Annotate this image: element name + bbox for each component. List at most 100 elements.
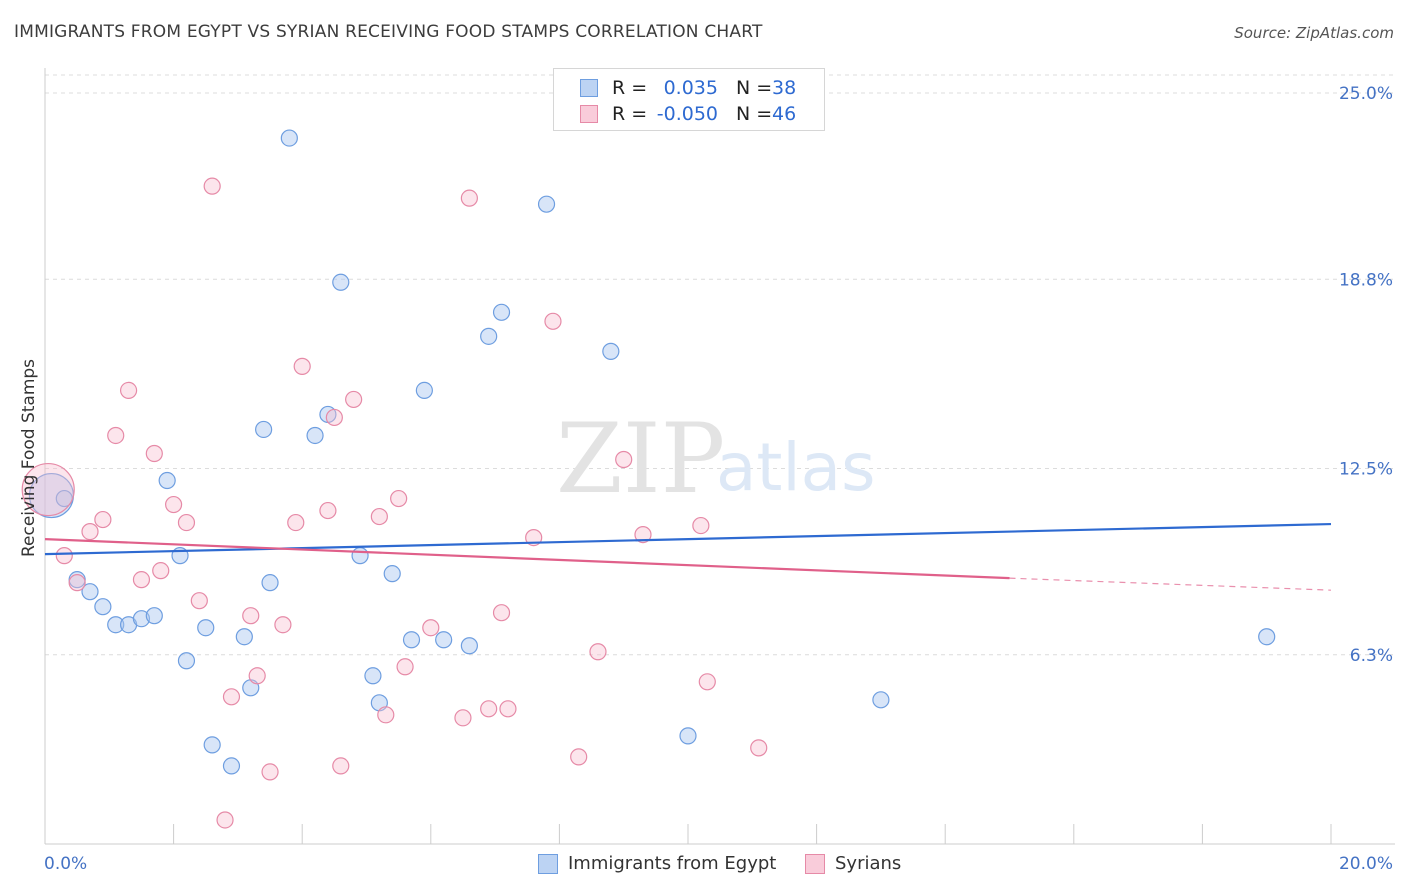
- syrian-point: [152, 562, 170, 580]
- egypt-point: [351, 547, 369, 565]
- egypt-point: [435, 631, 453, 649]
- syrian-point: [222, 688, 241, 706]
- syrian-point: [544, 312, 562, 330]
- syrian-point: [177, 513, 196, 532]
- syrian-point: [377, 706, 395, 724]
- legend-n-value: 46: [772, 103, 797, 125]
- syrian-point: [21, 462, 75, 517]
- watermark-atlas: atlas: [716, 429, 876, 506]
- syrian-point: [589, 643, 607, 661]
- legend-n-label: N =: [736, 77, 773, 99]
- egypt-trend-line: [44, 522, 1332, 556]
- syrian-point: [570, 748, 588, 766]
- syrian-point: [345, 390, 363, 409]
- egypt-point: [203, 736, 221, 754]
- egypt-point: [537, 195, 556, 213]
- syrian-point: [145, 444, 163, 463]
- syrian-point: [319, 501, 337, 520]
- legend-swatch-syrians: [805, 854, 825, 874]
- tick-labels: 6.3% 12.5% 18.8% 25.0% 0.0% 20.0%: [44, 84, 1393, 874]
- legend-n-label: N =: [736, 103, 773, 125]
- legend-r-label: R =: [612, 77, 648, 99]
- x-tick-label: 20.0%: [1339, 854, 1393, 874]
- legend-swatch-syrians: [580, 105, 598, 123]
- egypt-point: [177, 652, 196, 670]
- syrian-point: [68, 574, 86, 592]
- syrian-point: [248, 667, 266, 685]
- syrian-point: [325, 408, 343, 427]
- egypt-point: [280, 129, 298, 147]
- syrian-point: [119, 381, 138, 400]
- syrian-point: [94, 510, 112, 529]
- legend-r-label: R =: [612, 103, 648, 125]
- egypt-point: [402, 631, 421, 649]
- syrian-point: [332, 757, 350, 775]
- syrian-point: [634, 525, 652, 544]
- egypt-point: [145, 607, 163, 625]
- egypt-point: [364, 667, 382, 685]
- egypt-point: [158, 471, 176, 490]
- syrian-point: [615, 450, 633, 469]
- legend-label-syrians: Syrians: [835, 853, 902, 874]
- syrian-point: [203, 177, 221, 195]
- syrian-point: [81, 522, 99, 541]
- watermark: ZIP atlas: [556, 403, 876, 515]
- y-axis-label: Receiving Food Stamps: [19, 359, 39, 557]
- syrian-point: [287, 513, 305, 532]
- syrian-point: [480, 700, 498, 718]
- axes: [44, 68, 1395, 845]
- egypt-point: [255, 420, 273, 439]
- egypt-point: [94, 598, 112, 616]
- trend-lines: [44, 522, 1332, 591]
- correlation-legend: R = 0.035 N = 38 R = -0.050 N = 46: [553, 68, 825, 131]
- syrian-point: [165, 495, 183, 514]
- syrian-point: [55, 547, 73, 565]
- syrian-point: [692, 516, 710, 535]
- chart-title: IMMIGRANTS FROM EGYPT VS SYRIAN RECEIVIN…: [14, 22, 763, 42]
- egypt-point: [107, 616, 125, 634]
- y-tick-label: 12.5%: [1339, 460, 1393, 480]
- syrian-point: [293, 357, 311, 375]
- egypt-point: [492, 303, 511, 321]
- egypt-point: [332, 273, 350, 291]
- egypt-point: [81, 583, 99, 601]
- syrian-point: [492, 604, 511, 622]
- syrian-point: [370, 507, 388, 526]
- syrian-point: [242, 607, 260, 625]
- y-tick-label: 6.3%: [1350, 646, 1393, 666]
- egypt-point: [222, 757, 241, 775]
- egypt-point: [602, 342, 620, 360]
- egypt-point: [415, 381, 433, 400]
- legend-swatch-egypt: [538, 854, 558, 874]
- syrian-point: [460, 189, 478, 207]
- x-tick-label: 0.0%: [44, 854, 87, 874]
- syrian-trend-line: [44, 538, 1010, 580]
- egypt-point: [261, 574, 279, 592]
- egypt-point: [1258, 628, 1276, 646]
- syrian-point: [216, 811, 234, 829]
- egypt-point: [383, 565, 401, 583]
- egypt-point: [306, 426, 324, 445]
- egypt-point: [132, 610, 151, 628]
- legend-n-value: 38: [772, 77, 797, 99]
- watermark-zip: ZIP: [556, 403, 725, 515]
- source-label: Source: ZipAtlas.com: [1234, 24, 1394, 42]
- data-points: [21, 87, 1276, 829]
- y-tick-label: 25.0%: [1339, 84, 1393, 104]
- egypt-point: [460, 637, 478, 655]
- legend-swatch-egypt: [580, 79, 598, 97]
- egypt-point: [679, 727, 697, 745]
- syrian-point: [190, 592, 208, 610]
- syrian-point: [422, 619, 440, 637]
- egypt-point: [872, 691, 890, 709]
- egypt-point: [235, 628, 253, 646]
- syrian-point: [390, 489, 408, 508]
- syrian-point: [698, 673, 716, 691]
- egypt-point: [197, 619, 215, 637]
- syrian-point: [274, 616, 292, 634]
- syrian-point: [261, 763, 279, 781]
- legend-r-value: -0.050: [656, 103, 718, 125]
- syrian-point: [107, 426, 125, 445]
- syrian-point: [499, 700, 517, 718]
